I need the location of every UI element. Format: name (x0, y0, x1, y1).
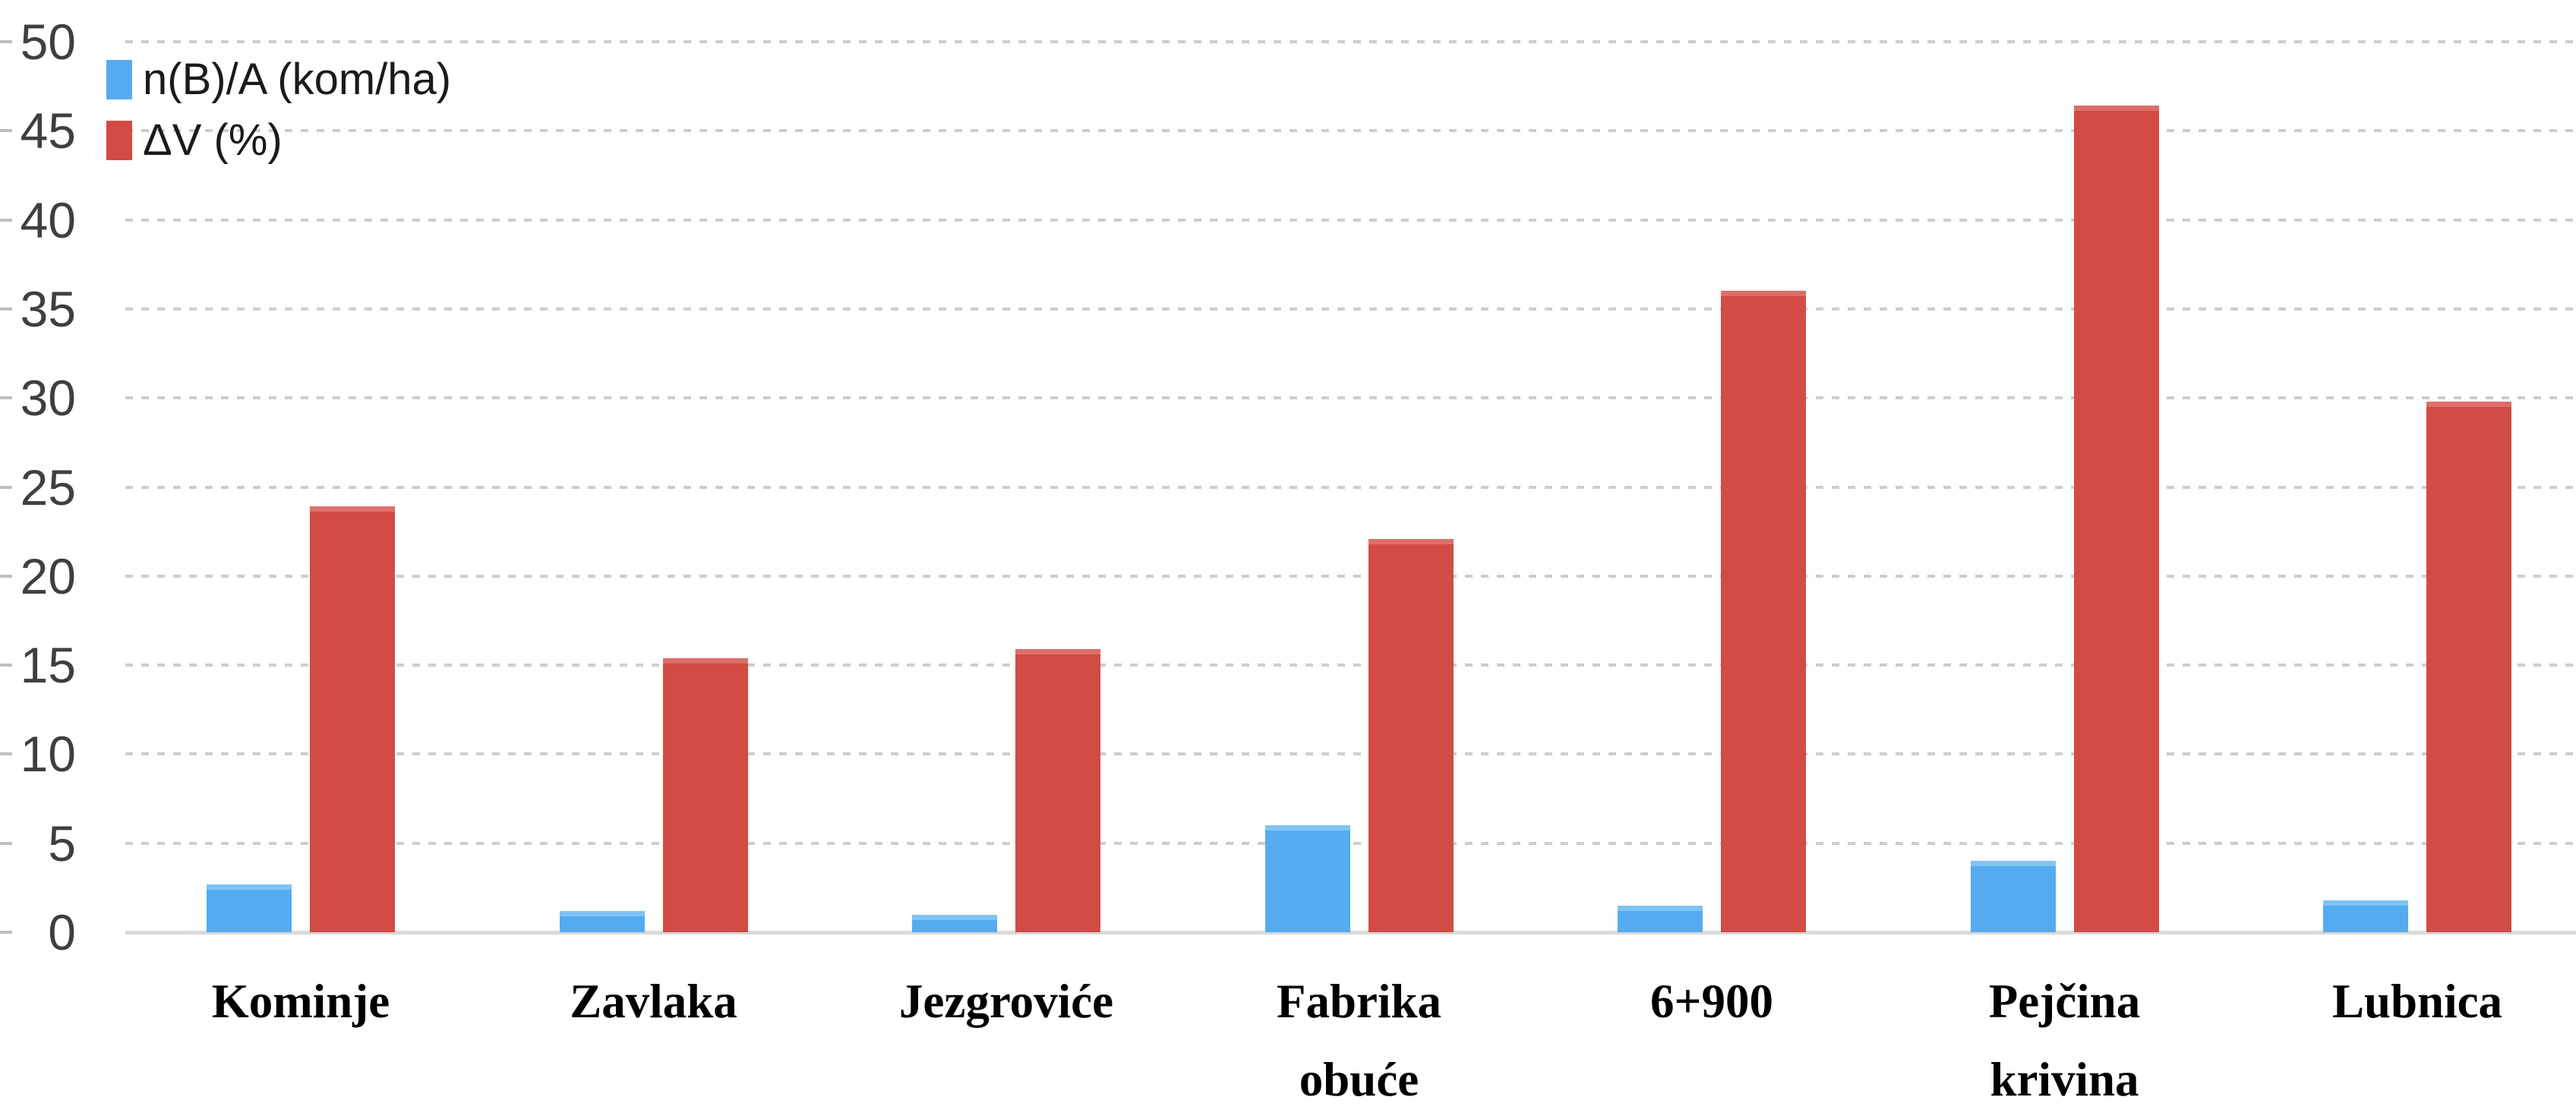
x-label-fabrika-obu-e: Fabrika obuće (1147, 963, 1572, 1119)
y-tick-mark-5 (0, 841, 12, 845)
blue-bar-zavlaka (559, 911, 645, 932)
y-tick-label-25: 25 (20, 459, 76, 515)
x-label-kominje: Kominje (88, 963, 513, 1041)
x-label-jezgrovi-e: Jezgroviće (794, 963, 1219, 1041)
y-tick-mark-35 (0, 307, 12, 310)
legend-label-v: ΔV (%) (143, 115, 283, 165)
x-label-line: Lubnica (2331, 975, 2503, 1028)
x-label-line: Zavlaka (570, 975, 737, 1028)
y-tick-mark-50 (0, 40, 12, 43)
legend-item-v: ΔV (%) (106, 117, 451, 164)
legend-label-n-b-a-kom-ha: n(B)/A (kom/ha) (143, 55, 452, 104)
blue-bar-pej-ina-krivina (1970, 861, 2056, 932)
gridline-45 (125, 129, 2576, 133)
y-tick-mark-15 (0, 664, 12, 667)
x-label-line: krivina (1990, 1053, 2139, 1106)
legend: n(B)/A (kom/ha) ΔV (%) (106, 56, 451, 178)
y-tick-mark-25 (0, 485, 12, 489)
y-tick-label-20: 20 (20, 547, 76, 604)
gridline-35 (125, 307, 2576, 310)
red-bar-lubnica (2426, 402, 2511, 932)
gridline-10 (125, 752, 2576, 756)
red-bar-zavlaka (662, 658, 748, 932)
y-tick-label-35: 35 (20, 280, 76, 337)
x-axis-line (125, 931, 2576, 935)
blue-bar-6-900 (1618, 906, 1703, 932)
x-label-line: Pejčina (1988, 975, 2141, 1028)
y-tick-label-15: 15 (20, 637, 76, 694)
x-label-6-900: 6+900 (1499, 963, 1924, 1041)
y-tick-mark-30 (0, 396, 12, 400)
y-tick-label-0: 0 (48, 904, 76, 960)
x-label-line: Jezgroviće (898, 975, 1114, 1028)
x-label-line: 6+900 (1650, 975, 1773, 1028)
y-tick-mark-45 (0, 129, 12, 133)
red-bar-kominje (310, 506, 395, 932)
legend-swatch-v (106, 121, 132, 160)
y-tick-mark-40 (0, 218, 12, 222)
gridline-25 (125, 485, 2576, 489)
x-label-pej-ina-krivina: Pejčina krivina (1852, 963, 2278, 1119)
y-tick-label-40: 40 (20, 191, 76, 248)
gridline-15 (125, 664, 2576, 667)
blue-bar-fabrika-obu-e (1264, 825, 1350, 932)
red-bar-pej-ina-krivina (2073, 106, 2159, 932)
y-tick-label-10: 10 (20, 726, 76, 783)
x-label-line: Kominje (211, 975, 390, 1028)
gridline-5 (125, 841, 2576, 845)
red-bar-jezgrovi-e (1015, 649, 1100, 932)
y-tick-label-5: 5 (48, 815, 76, 872)
blue-bar-kominje (207, 884, 292, 932)
y-tick-label-45: 45 (20, 102, 76, 159)
y-tick-mark-0 (0, 931, 12, 934)
red-bar-6-900 (1721, 291, 1806, 932)
x-label-zavlaka: Zavlaka (441, 963, 867, 1041)
y-tick-label-30: 30 (20, 370, 76, 427)
x-label-line: obuće (1299, 1053, 1419, 1106)
y-tick-mark-20 (0, 574, 12, 578)
x-label-lubnica: Lubnica (2205, 963, 2576, 1041)
x-label-line: Fabrika (1276, 975, 1442, 1028)
red-bar-fabrika-obu-e (1368, 539, 1454, 932)
blue-bar-jezgrovi-e (912, 915, 997, 932)
gridline-40 (125, 218, 2576, 222)
gridline-50 (125, 40, 2576, 43)
gridline-20 (125, 574, 2576, 578)
legend-swatch-n-b-a-kom-ha (106, 60, 132, 99)
y-tick-label-50: 50 (20, 14, 76, 70)
y-tick-mark-10 (0, 752, 12, 756)
blue-bar-lubnica (2323, 900, 2408, 932)
gridline-30 (125, 396, 2576, 400)
legend-item-n-b-a-kom-ha: n(B)/A (kom/ha) (106, 56, 451, 103)
